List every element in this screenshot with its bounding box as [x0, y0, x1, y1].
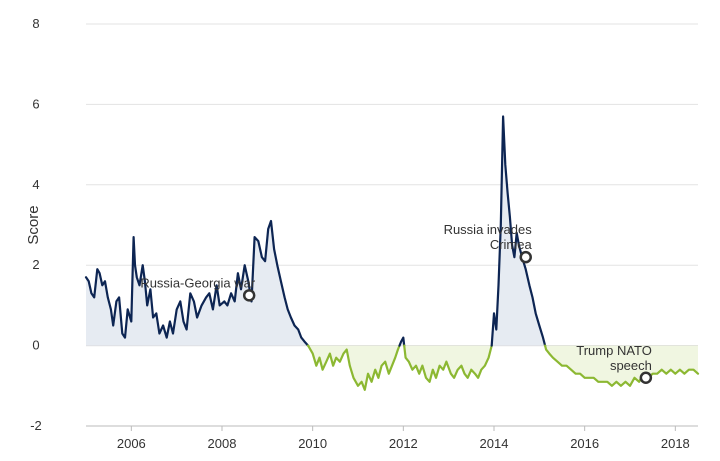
y-tick-label: 4: [32, 177, 39, 192]
y-tick-label: 6: [32, 96, 39, 111]
y-tick-label: 0: [32, 338, 39, 353]
negative-line-segment: [543, 344, 700, 387]
positive-line-segment: [398, 336, 406, 347]
annotation-label: Russia-Georgia war: [140, 275, 256, 290]
y-tick-label: 8: [32, 16, 39, 31]
x-tick-label: 2008: [208, 436, 237, 451]
annotation-marker: [519, 250, 532, 264]
y-tick-label: 2: [32, 257, 39, 272]
x-tick-label: 2016: [570, 436, 599, 451]
x-tick-label: 2010: [298, 436, 327, 451]
x-tick-label: 2012: [389, 436, 418, 451]
y-tick-label: -2: [30, 418, 42, 433]
x-tick-label: 2014: [480, 436, 509, 451]
annotation-marker: [242, 289, 256, 302]
annotation-label: Crimea: [490, 237, 533, 252]
negative-line-segment: [307, 344, 401, 391]
negative-line-segment: [403, 344, 493, 383]
score-lines: [84, 115, 700, 391]
positive-area: [86, 221, 309, 346]
positive-line-segment: [84, 219, 310, 347]
positive-line-segment: [490, 115, 547, 347]
annotation-label: speech: [610, 358, 652, 373]
annotation-marker: [639, 371, 653, 385]
x-tick-label: 2018: [661, 436, 690, 451]
x-tick-label: 2006: [117, 436, 146, 451]
y-axis-title: Score: [25, 205, 42, 244]
annotation-label: Russia invades: [444, 222, 533, 237]
annotation-label: Trump NATO: [576, 343, 652, 358]
axes: 8 6 4 2 0 -2 2006 2008 2010 2012 2014 2016 2018: [30, 16, 698, 451]
